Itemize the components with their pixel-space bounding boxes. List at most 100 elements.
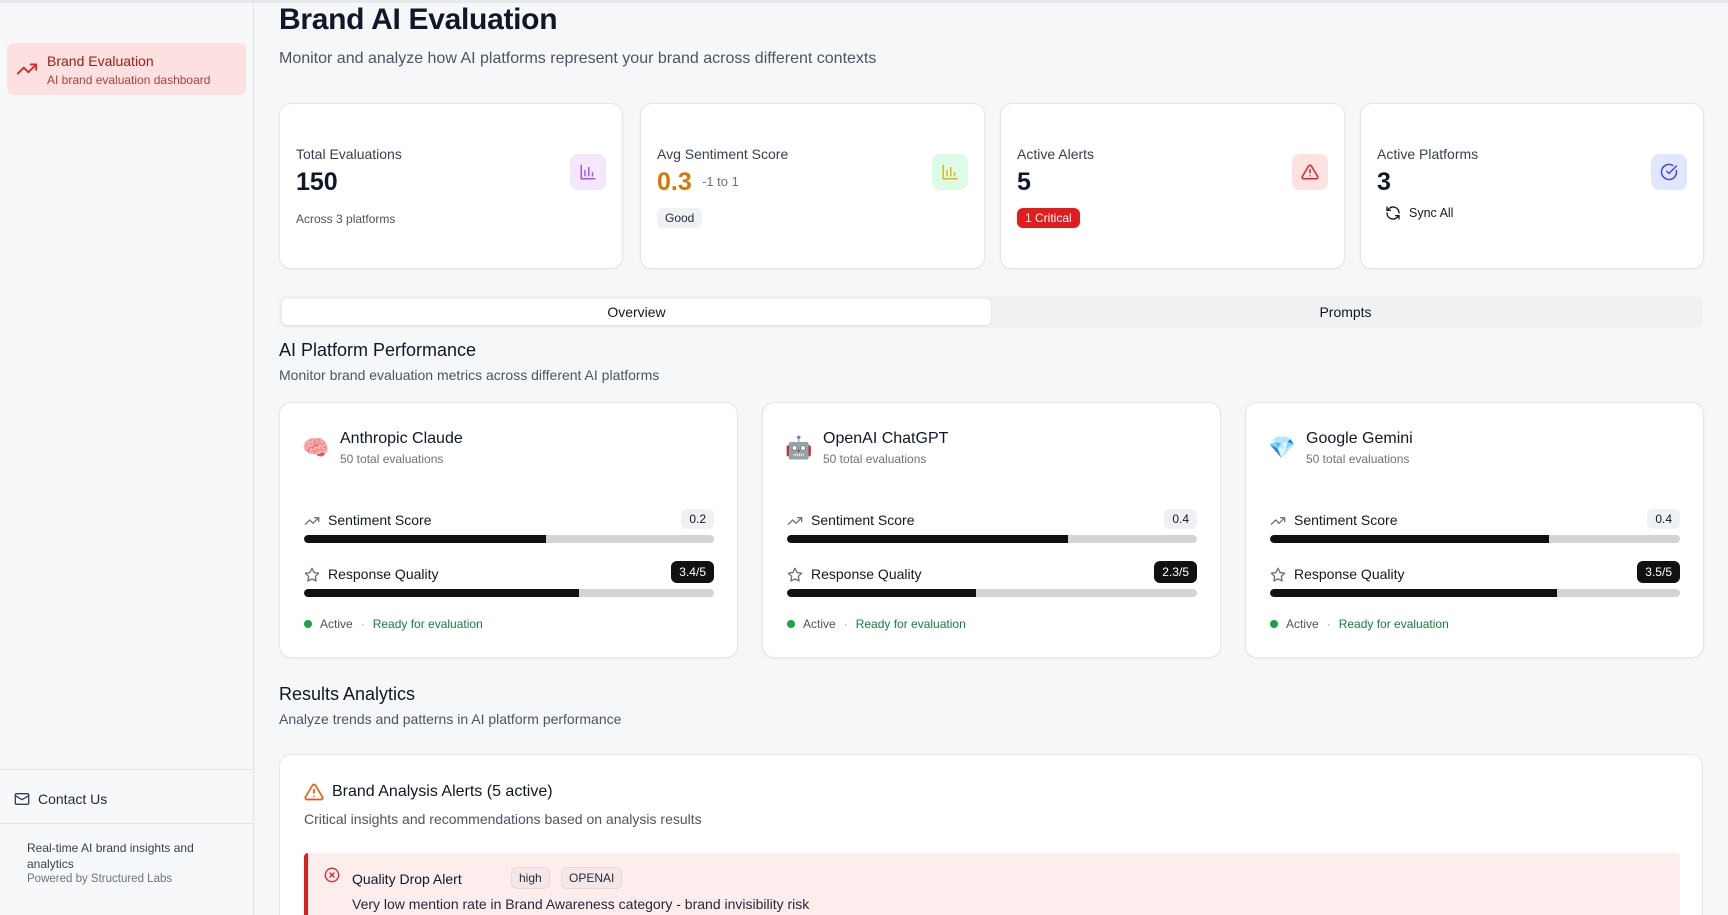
alerts-card-title: Brand Analysis Alerts (5 active) bbox=[332, 783, 553, 800]
sentiment-metric: Sentiment Score 0.4 bbox=[787, 509, 1197, 551]
status-separator: · bbox=[360, 617, 365, 631]
platform-name: OpenAI ChatGPT bbox=[823, 430, 949, 447]
status-badge: Good bbox=[657, 208, 703, 228]
tab-overview[interactable]: Overview bbox=[282, 299, 991, 325]
sentiment-progress-fill bbox=[1270, 535, 1549, 543]
alert-title: Quality Drop Alert bbox=[352, 871, 462, 887]
stat-label: Active Alerts bbox=[1017, 146, 1095, 162]
section-title-performance: AI Platform Performance bbox=[279, 340, 477, 360]
stat-value: 5 bbox=[1017, 168, 1031, 196]
status-ready: Ready for evaluation bbox=[1338, 617, 1449, 631]
stat-value: 3 bbox=[1377, 168, 1391, 196]
metric-label: Response Quality bbox=[1294, 566, 1405, 582]
status-active: Active bbox=[803, 617, 836, 631]
star-icon bbox=[1270, 567, 1286, 583]
metric-label: Response Quality bbox=[328, 566, 439, 582]
section-subtitle-analytics: Analyze trends and patterns in AI platfo… bbox=[279, 711, 622, 727]
platform-badge: OPENAI bbox=[561, 867, 623, 889]
sentiment-progress-bar bbox=[1270, 535, 1680, 543]
quality-progress-fill bbox=[787, 589, 976, 597]
alert-triangle-icon bbox=[304, 783, 324, 801]
trending-up-icon bbox=[787, 513, 803, 529]
stat-note: Across 3 platforms bbox=[296, 212, 396, 226]
quality-metric: Response Quality 3.5/5 bbox=[1270, 561, 1680, 605]
refresh-icon bbox=[1386, 206, 1400, 220]
status-active: Active bbox=[320, 617, 353, 631]
alerts-card-subtitle: Critical insights and recommendations ba… bbox=[304, 811, 702, 827]
platform-logo-icon: 💎 bbox=[1268, 435, 1296, 460]
quality-metric: Response Quality 2.3/5 bbox=[787, 561, 1197, 605]
platform-status: Active · Ready for evaluation bbox=[1270, 617, 1449, 631]
alerts-card: Brand Analysis Alerts (5 active) Critica… bbox=[279, 754, 1703, 915]
stat-card-active-alerts: Active Alerts 5 1 Critical bbox=[1000, 103, 1345, 269]
platform-logo-icon: 🤖 bbox=[785, 435, 813, 460]
sentiment-metric: Sentiment Score 0.4 bbox=[1270, 509, 1680, 551]
trending-up-icon bbox=[304, 513, 320, 529]
stat-value: 150 bbox=[296, 168, 338, 196]
metric-label: Response Quality bbox=[811, 566, 922, 582]
platform-eval-count: 50 total evaluations bbox=[823, 452, 927, 466]
status-ready: Ready for evaluation bbox=[855, 617, 966, 631]
status-dot bbox=[304, 620, 312, 628]
sentiment-metric: Sentiment Score 0.2 bbox=[304, 509, 714, 551]
severity-badge: high bbox=[511, 867, 550, 889]
stat-value: 0.3 bbox=[657, 168, 692, 196]
sentiment-value-badge: 0.4 bbox=[1647, 509, 1680, 529]
platform-name: Google Gemini bbox=[1306, 430, 1413, 447]
stat-card-total-evaluations: Total Evaluations 150 Across 3 platforms bbox=[279, 103, 623, 269]
section-title-analytics: Results Analytics bbox=[279, 684, 416, 704]
bar-chart-icon bbox=[932, 154, 968, 190]
quality-metric: Response Quality 3.4/5 bbox=[304, 561, 714, 605]
bar-chart-icon bbox=[570, 154, 606, 190]
quality-value-badge: 3.5/5 bbox=[1637, 561, 1680, 583]
sentiment-progress-fill bbox=[304, 535, 546, 543]
stat-label: Active Platforms bbox=[1377, 146, 1479, 162]
page-title: Brand AI Evaluation bbox=[279, 3, 558, 36]
quality-value-badge: 3.4/5 bbox=[671, 561, 714, 583]
contact-label: Contact Us bbox=[38, 791, 108, 807]
quality-value-badge: 2.3/5 bbox=[1154, 561, 1197, 583]
status-separator: · bbox=[843, 617, 848, 631]
footer-tagline: Real-time AI brand insights and analytic… bbox=[27, 841, 194, 871]
sidebar-divider bbox=[0, 823, 254, 824]
status-active: Active bbox=[1286, 617, 1319, 631]
platform-status: Active · Ready for evaluation bbox=[787, 617, 966, 631]
alert-description: Very low mention rate in Brand Awareness… bbox=[352, 896, 810, 912]
alert-item[interactable]: Quality Drop Alert high OPENAI Very low … bbox=[304, 853, 1680, 915]
sync-all-label: Sync All bbox=[1409, 206, 1454, 220]
platform-logo-icon: 🧠 bbox=[302, 435, 330, 460]
trending-up-icon bbox=[1270, 513, 1286, 529]
stat-label: Total Evaluations bbox=[296, 146, 402, 162]
sentiment-value-badge: 0.2 bbox=[681, 509, 714, 529]
sidebar-divider bbox=[0, 769, 254, 770]
critical-badge: 1 Critical bbox=[1017, 208, 1080, 228]
status-ready: Ready for evaluation bbox=[372, 617, 483, 631]
status-dot bbox=[787, 620, 795, 628]
quality-progress-bar bbox=[787, 589, 1197, 597]
stat-range: -1 to 1 bbox=[702, 174, 739, 189]
footer-powered-by: Powered by Structured Labs bbox=[27, 873, 173, 885]
metric-label: Sentiment Score bbox=[1294, 512, 1398, 528]
sidebar-item-brand-evaluation[interactable]: Brand Evaluation AI brand evaluation das… bbox=[7, 43, 246, 95]
stat-label: Avg Sentiment Score bbox=[657, 146, 789, 162]
top-border bbox=[0, 0, 1728, 3]
alert-triangle-icon bbox=[1292, 154, 1328, 190]
contact-us-link[interactable]: Contact Us bbox=[14, 787, 107, 811]
alerts-card-header: Brand Analysis Alerts (5 active) bbox=[304, 782, 553, 802]
tab-prompts[interactable]: Prompts bbox=[1319, 304, 1372, 320]
stat-card-active-platforms: Active Platforms 3 Sync All bbox=[1360, 103, 1704, 269]
platform-status: Active · Ready for evaluation bbox=[304, 617, 483, 631]
quality-progress-fill bbox=[1270, 589, 1557, 597]
platform-card: 💎 Google Gemini 50 total evaluations Sentim… bbox=[1245, 402, 1704, 658]
section-subtitle-performance: Monitor brand evaluation metrics across … bbox=[279, 367, 660, 383]
sentiment-value-badge: 0.4 bbox=[1164, 509, 1197, 529]
sentiment-progress-fill bbox=[787, 535, 1068, 543]
sync-all-button[interactable]: Sync All bbox=[1385, 205, 1453, 221]
sentiment-progress-bar bbox=[787, 535, 1197, 543]
page-subtitle: Monitor and analyze how AI platforms rep… bbox=[279, 50, 877, 67]
platform-name: Anthropic Claude bbox=[340, 430, 463, 447]
star-icon bbox=[787, 567, 803, 583]
stat-card-avg-sentiment: Avg Sentiment Score 0.3 -1 to 1 Good bbox=[640, 103, 985, 269]
mail-icon bbox=[14, 793, 30, 805]
trending-up-icon bbox=[16, 63, 38, 75]
